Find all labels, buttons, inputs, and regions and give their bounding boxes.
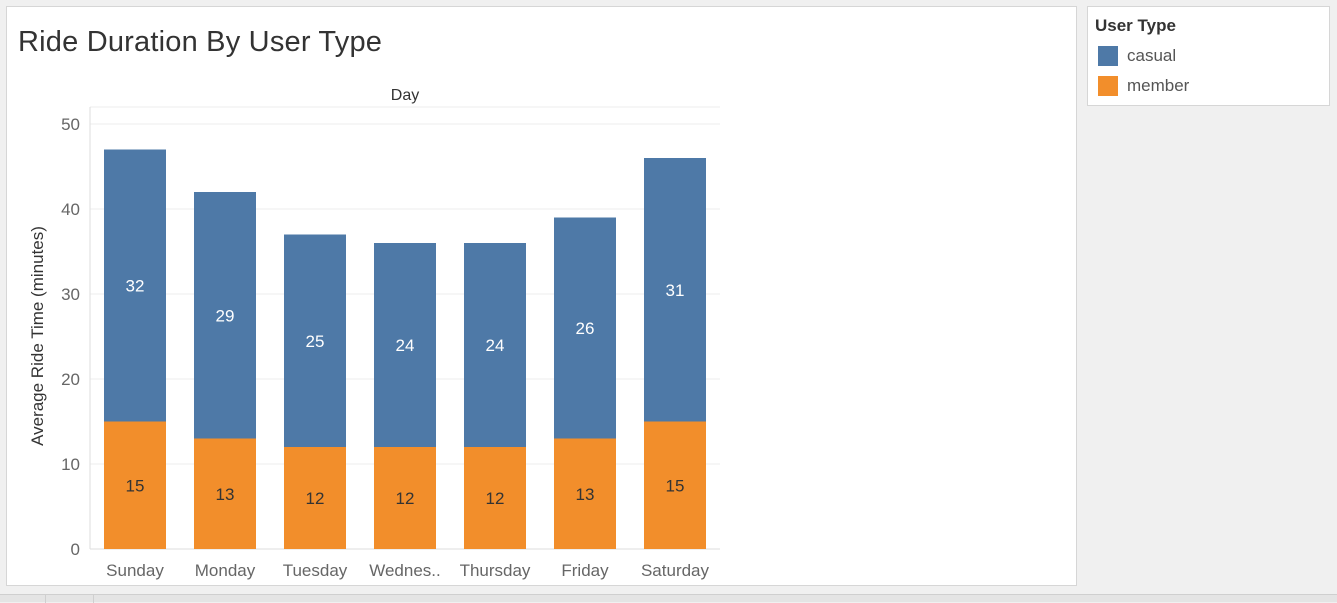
y-tick-label: 50: [61, 115, 80, 134]
legend: User Type casual member: [1087, 6, 1330, 106]
data-label: 13: [216, 485, 235, 504]
legend-label-casual: casual: [1127, 46, 1177, 65]
data-label: 15: [666, 476, 685, 495]
y-tick-label: 40: [61, 200, 80, 219]
x-tick-label: Friday: [561, 561, 609, 580]
bar-casual: [284, 234, 346, 447]
data-label: 32: [126, 277, 145, 296]
bar-member: [194, 438, 256, 549]
x-tick-label: Sunday: [106, 561, 164, 580]
y-tick-label: 10: [61, 455, 80, 474]
x-tick-label: Tuesday: [283, 561, 348, 580]
bar-casual: [194, 192, 256, 439]
bar-member: [644, 421, 706, 549]
bar-member: [464, 447, 526, 549]
x-tick-label: Saturday: [641, 561, 710, 580]
data-label: 31: [666, 281, 685, 300]
column-header: Day: [391, 87, 419, 104]
chart-plot: Day 0 10 20 30 40 50 Average Ride Time (minutes…: [28, 87, 720, 580]
bar-casual: [644, 158, 706, 422]
y-tick-label: 0: [71, 540, 80, 559]
data-label: 13: [576, 485, 595, 504]
bar-casual: [554, 217, 616, 439]
x-tick-label: Monday: [195, 561, 256, 580]
bar-member: [374, 447, 436, 549]
y-tick-label: 20: [61, 370, 80, 389]
bar-member: [554, 438, 616, 549]
bar-member: [104, 421, 166, 549]
legend-title: User Type: [1095, 16, 1176, 35]
data-label: 24: [396, 336, 415, 355]
chart-panel: Ride Duration By User Type Day 0 10 20 30 40 5…: [6, 6, 1077, 586]
sheet-tab[interactable]: [46, 595, 94, 603]
bar-casual: [374, 243, 436, 447]
x-tick-label: Thursday: [460, 561, 531, 580]
x-tick-label: Wednes..: [369, 561, 441, 580]
data-label: 24: [486, 336, 505, 355]
bar-casual: [104, 149, 166, 422]
legend-label-member: member: [1127, 76, 1190, 95]
sheet-tab[interactable]: [0, 595, 46, 603]
bottom-tab-strip: [0, 594, 1337, 603]
y-axis-title: Average Ride Time (minutes): [28, 226, 47, 446]
data-label: 15: [126, 476, 145, 495]
legend-item-member[interactable]: member: [1098, 75, 1189, 97]
bar-member: [284, 447, 346, 549]
chart-title: Ride Duration By User Type: [18, 26, 383, 58]
data-label: 12: [396, 489, 415, 508]
data-label: 26: [576, 319, 595, 338]
bar-casual: [464, 243, 526, 447]
data-label: 12: [306, 489, 325, 508]
data-label: 29: [216, 306, 235, 325]
y-tick-label: 30: [61, 285, 80, 304]
legend-item-casual[interactable]: casual: [1098, 45, 1176, 67]
data-label: 25: [306, 332, 325, 351]
legend-swatch-casual: [1098, 46, 1118, 66]
legend-swatch-member: [1098, 76, 1118, 96]
data-label: 12: [486, 489, 505, 508]
